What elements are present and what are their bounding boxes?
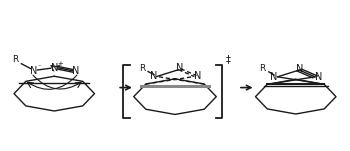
Text: N: N xyxy=(50,63,58,73)
Text: N: N xyxy=(315,72,322,82)
Text: N: N xyxy=(194,71,202,81)
Text: N: N xyxy=(72,66,80,76)
Text: R: R xyxy=(139,64,145,73)
Text: ⁻: ⁻ xyxy=(38,64,41,70)
Text: N: N xyxy=(30,66,38,76)
Text: N: N xyxy=(270,72,278,82)
Text: N: N xyxy=(175,63,183,74)
Text: ‡: ‡ xyxy=(226,54,231,64)
Text: N: N xyxy=(150,71,158,81)
Text: R: R xyxy=(12,55,18,64)
Text: +: + xyxy=(57,61,63,67)
Text: N: N xyxy=(296,64,304,74)
Text: R: R xyxy=(259,64,266,73)
